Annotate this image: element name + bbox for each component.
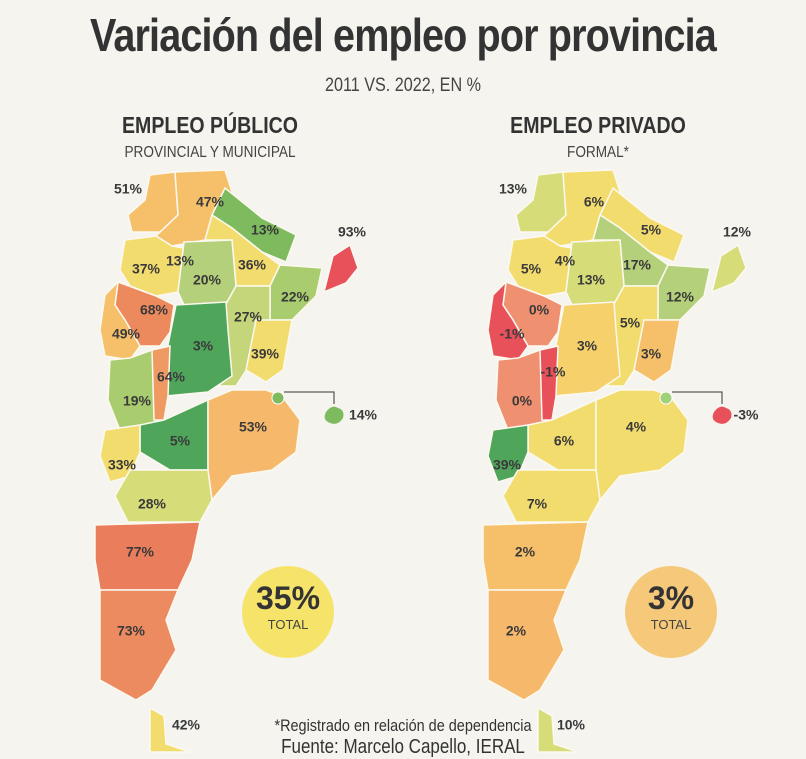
province-santacruz — [487, 589, 568, 701]
province-value-jujuy: 51% — [114, 181, 143, 197]
province-value-sanluis: -1% — [541, 364, 566, 380]
province-value-salta: 6% — [584, 194, 605, 210]
province-chubut — [482, 521, 589, 591]
province-value-salta: 47% — [196, 194, 225, 210]
province-value-catamarca: 37% — [132, 261, 161, 277]
page-subtitle: 2011 VS. 2022, EN % — [325, 75, 481, 96]
public-total-label: TOTAL — [267, 617, 309, 632]
province-value-rionegro: 28% — [138, 496, 167, 512]
private-total-label: TOTAL — [650, 617, 692, 632]
province-sanjuan — [99, 279, 141, 361]
province-value-jujuy: 13% — [499, 181, 528, 197]
private-map — [482, 169, 747, 753]
province-rionegro — [114, 469, 213, 523]
province-value-tucuman: 4% — [555, 253, 576, 269]
private-total-badge: 3% TOTAL — [625, 566, 717, 658]
province-value-chaco: 17% — [623, 257, 652, 273]
province-value-santacruz: 73% — [117, 623, 146, 639]
province-value-misiones: 12% — [723, 224, 752, 240]
province-value-formosa: 13% — [251, 222, 280, 238]
private-map-heading: EMPLEO PRIVADO — [510, 112, 686, 138]
province-value-chaco: 36% — [238, 257, 267, 273]
province-santacruz — [99, 589, 180, 701]
province-buenosaires — [595, 389, 689, 502]
caba-enlarged — [324, 406, 344, 424]
footnote: *Registrado en relación de dependencia — [274, 716, 532, 735]
province-value-sanjuan: 49% — [112, 326, 141, 342]
public-map-subheading: PROVINCIAL Y MUNICIPAL — [124, 144, 296, 161]
public-map-heading: EMPLEO PÚBLICO — [122, 112, 298, 138]
caba-enlarged — [712, 406, 732, 424]
province-value-sanjuan: -1% — [500, 326, 525, 342]
caba-dot — [659, 391, 673, 405]
province-value-buenosaires: 4% — [626, 419, 647, 435]
province-misiones — [710, 243, 747, 294]
province-value-santiago: 13% — [577, 272, 606, 288]
caba-dot — [271, 391, 285, 405]
province-value-larioja: 68% — [140, 302, 169, 318]
caba-callout-line — [672, 391, 723, 404]
province-buenosaires — [207, 389, 301, 502]
public-total-value: 35% — [255, 580, 321, 616]
province-value-lapampa: 6% — [554, 433, 575, 449]
province-value-mendoza: 19% — [123, 393, 152, 409]
province-sanjuan — [487, 279, 529, 361]
province-value-neuquen: 39% — [493, 457, 522, 473]
province-sanluis — [151, 345, 171, 421]
public-total-badge: 35% TOTAL — [242, 566, 334, 658]
source: Fuente: Marcelo Capello, IERAL — [281, 736, 525, 758]
province-value-mendoza: 0% — [512, 393, 533, 409]
province-value-cordoba: 3% — [193, 338, 214, 354]
province-value-santacruz: 2% — [506, 623, 527, 639]
province-value-entrerios: 3% — [641, 346, 662, 362]
province-value-larioja: 0% — [529, 302, 550, 318]
province-value-lapampa: 5% — [170, 433, 191, 449]
province-value-corrientes: 12% — [666, 289, 695, 305]
province-value-entrerios: 39% — [251, 346, 280, 362]
province-rionegro — [502, 469, 601, 523]
province-sanluis — [539, 345, 559, 421]
province-value-caba: 14% — [349, 407, 378, 423]
province-value-rionegro: 7% — [527, 496, 548, 512]
province-misiones — [322, 243, 359, 294]
province-value-santafe: 5% — [620, 315, 641, 331]
province-tierradelfuego — [149, 706, 191, 753]
province-value-tucuman: 13% — [166, 253, 195, 269]
province-value-buenosaires: 53% — [239, 419, 268, 435]
page-title: Variación del empleo por provincia — [90, 9, 717, 61]
province-entrerios — [633, 319, 681, 383]
province-value-santiago: 20% — [193, 272, 222, 288]
province-value-cordoba: 3% — [577, 338, 598, 354]
province-value-chubut: 77% — [126, 544, 155, 560]
province-value-catamarca: 5% — [521, 261, 542, 277]
province-value-sanluis: 64% — [157, 369, 186, 385]
province-value-caba: -3% — [734, 407, 759, 423]
public-map — [94, 169, 359, 753]
province-value-formosa: 5% — [641, 222, 662, 238]
province-value-neuquen: 33% — [108, 457, 137, 473]
caba-callout-line — [284, 391, 335, 404]
private-total-value: 3% — [647, 580, 695, 616]
province-entrerios — [245, 319, 293, 383]
province-value-misiones: 93% — [338, 224, 367, 240]
province-value-chubut: 2% — [515, 544, 536, 560]
province-value-corrientes: 22% — [281, 289, 310, 305]
province-value-tierradelfuego: 10% — [557, 717, 586, 733]
province-tierradelfuego — [537, 706, 579, 753]
private-map-subheading: FORMAL* — [567, 144, 629, 161]
province-value-tierradelfuego: 42% — [172, 717, 201, 733]
province-value-santafe: 27% — [234, 309, 263, 325]
